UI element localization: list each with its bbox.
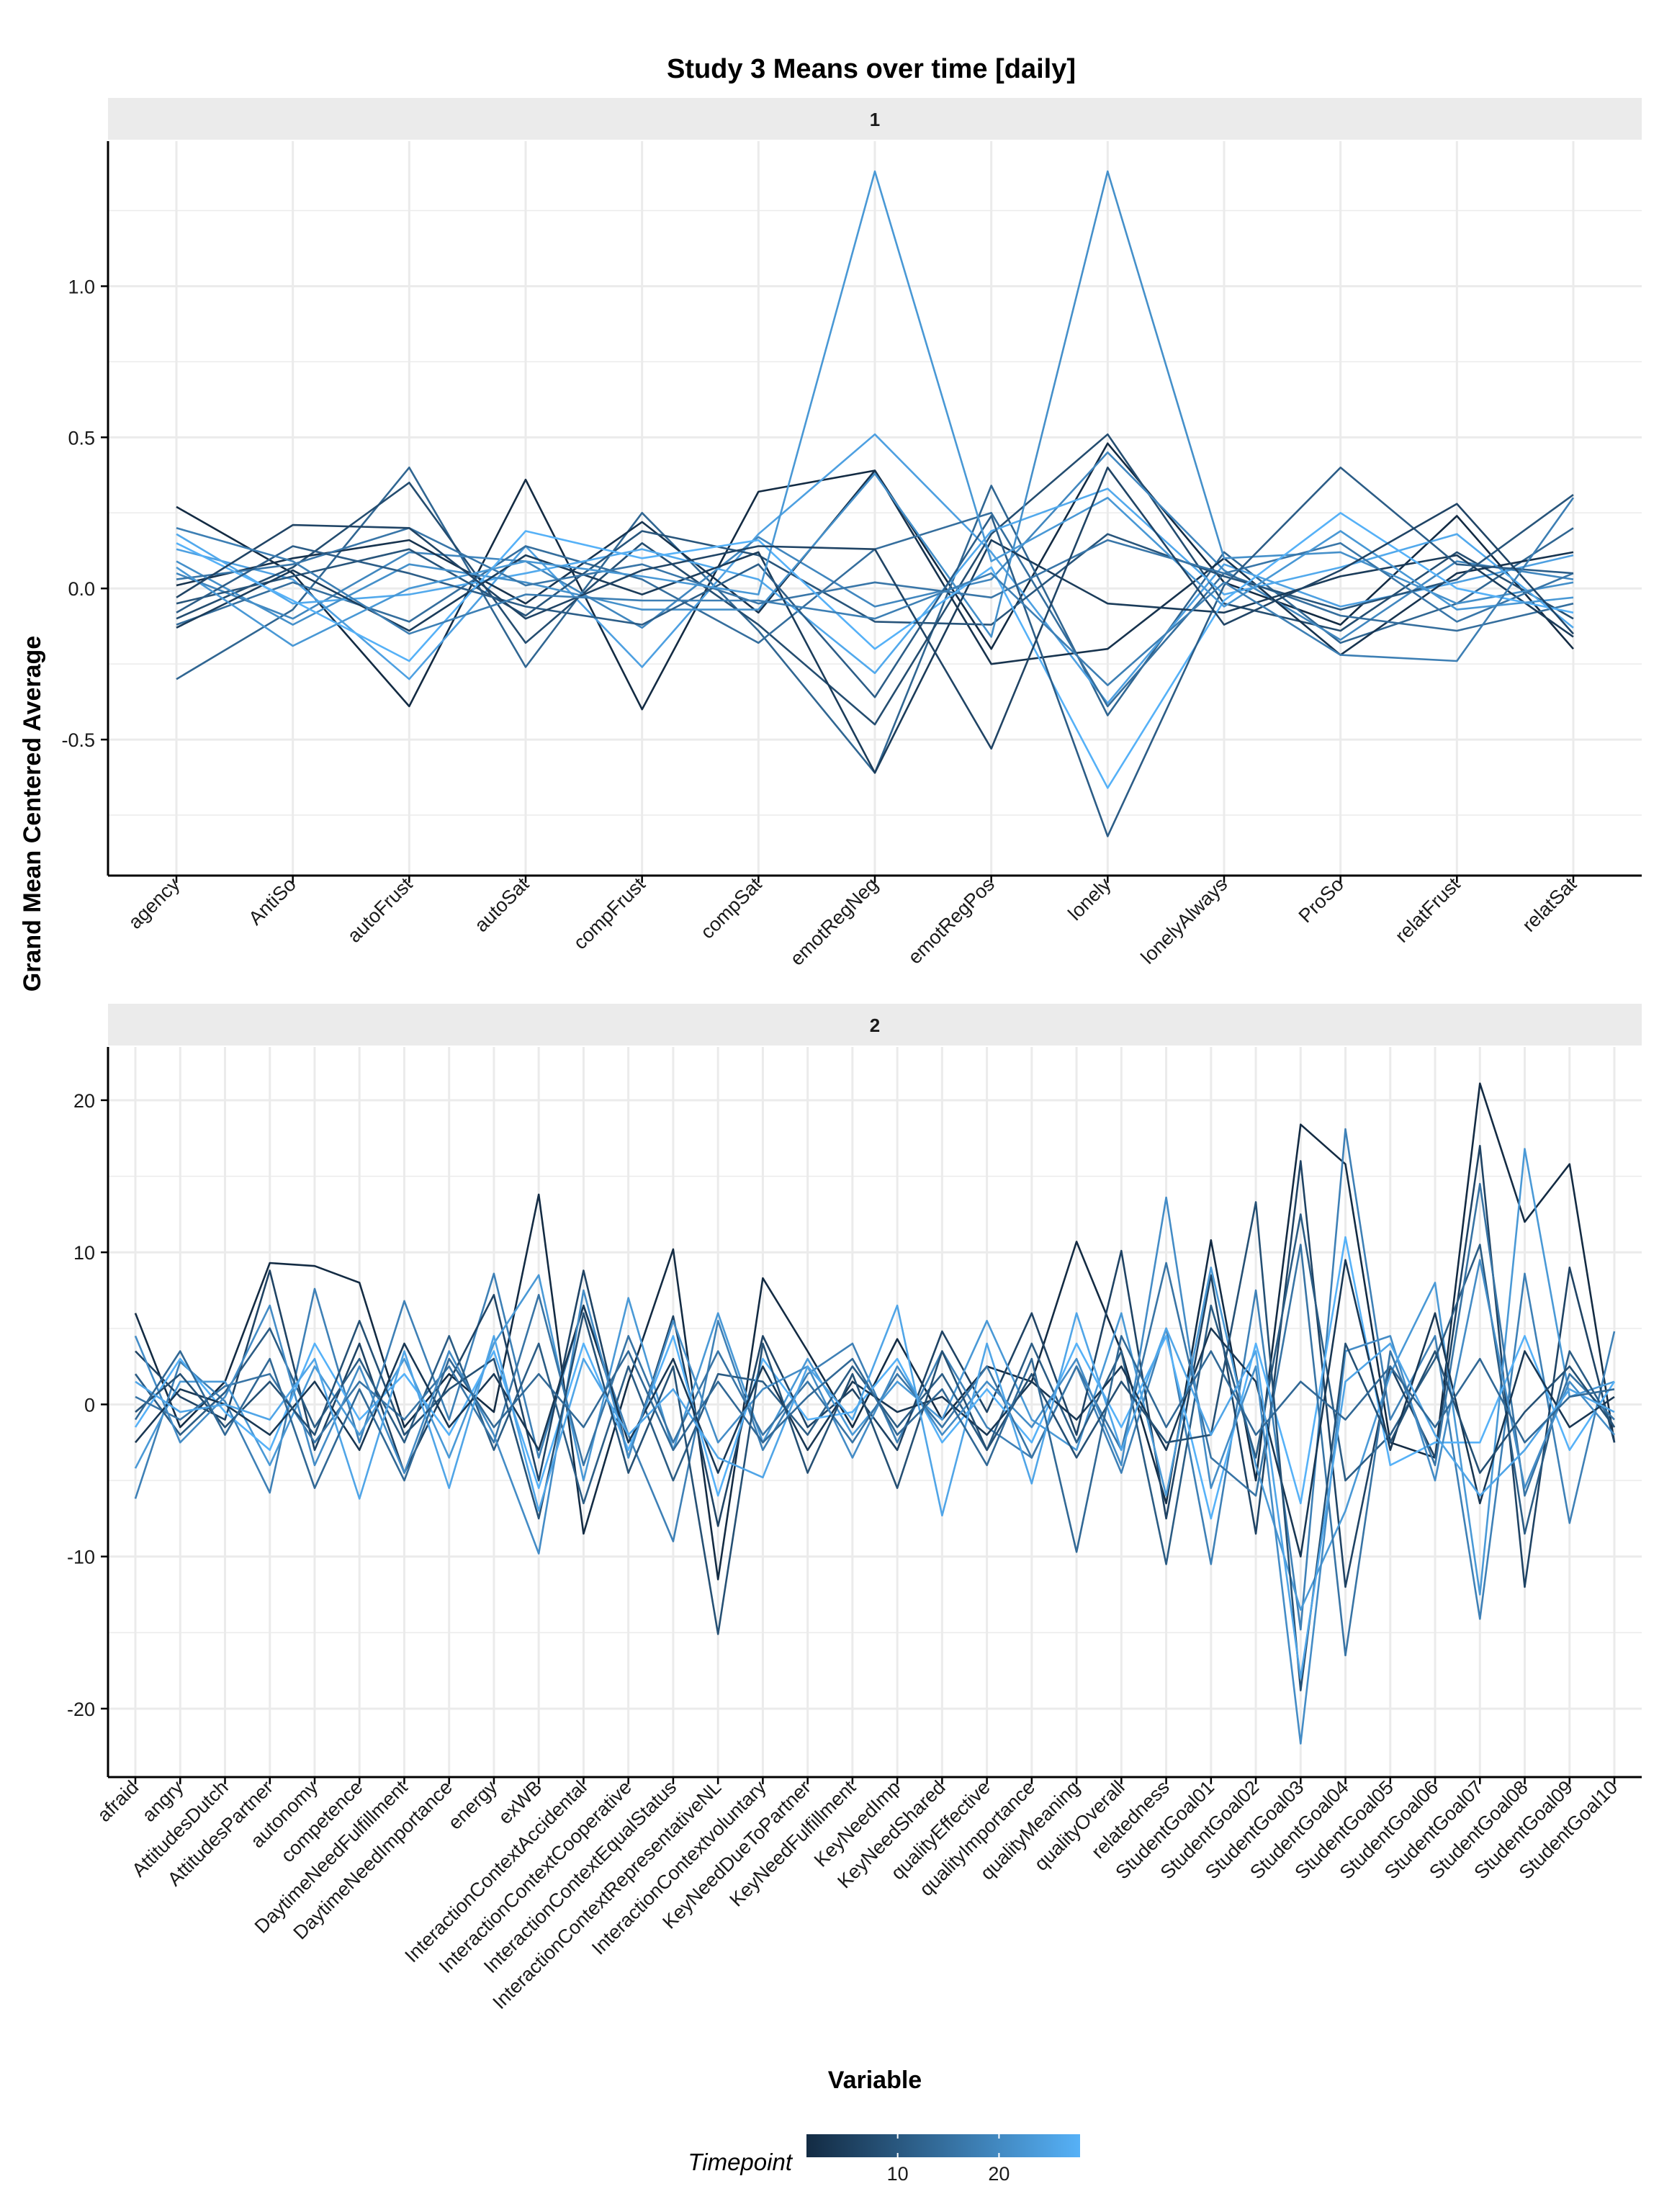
series-line: [176, 170, 1574, 647]
x-tick-label: energy: [444, 1776, 502, 1834]
series-line: [176, 539, 1574, 774]
y-tick-label: 0.0: [68, 578, 95, 600]
series-line: [134, 1128, 1616, 1631]
chart-title: Study 3 Means over time [daily]: [667, 54, 1076, 84]
series-line: [135, 1145, 1616, 1588]
series-line: [135, 1304, 1615, 1679]
series-line: [176, 466, 1574, 837]
facet-panel-1: 1 -0.5 0.0 0.5 1.0 agency AntiSo autoFrust autoS…: [61, 98, 1642, 970]
legend-tick-label: 10: [887, 2163, 909, 2185]
y-tick-label: 10: [73, 1242, 95, 1264]
facet-panel-2: 2-20-1001020afraidangryAttitudesDutchAtt…: [67, 1004, 1642, 2013]
y-tick-label: 0: [84, 1394, 95, 1416]
y-tick-label: -0.5: [61, 729, 95, 751]
x-axis-title: Variable: [828, 2067, 922, 2094]
x-tick-label: ProSo: [1295, 873, 1348, 927]
x-tick-label: AntiSo: [244, 873, 300, 929]
x-tick-label: compSat: [696, 873, 766, 943]
x-tick-label: emotRegNeg: [786, 873, 883, 970]
series-lines: [176, 170, 1575, 837]
x-tick-label: emotRegPos: [904, 873, 999, 968]
facet-strip: [108, 98, 1642, 140]
series-line: [134, 1148, 1615, 1611]
series-line: [176, 497, 1575, 686]
series-line: [176, 433, 1574, 726]
y-tick-label: -20: [67, 1699, 95, 1720]
series-line: [134, 1236, 1616, 1520]
series-line: [134, 1335, 1615, 1553]
y-tick-label: 1.0: [68, 276, 95, 297]
series-line: [176, 494, 1574, 626]
facet-strip-label: 2: [870, 1015, 880, 1036]
legend-title: Timepoint: [688, 2149, 793, 2175]
facet-panels: 1 -0.5 0.0 0.5 1.0 agency AntiSo autoFrust autoS…: [61, 98, 1642, 2013]
legend-tick-label: 20: [988, 2163, 1010, 2185]
x-tick-label: agency: [124, 873, 184, 933]
series-line: [176, 451, 1574, 641]
timepoint-legend: Timepoint 10 20: [688, 2134, 1080, 2185]
x-tick-label: lonelyAlways: [1137, 873, 1232, 968]
series-line: [176, 487, 1574, 675]
series-line: [176, 466, 1574, 750]
series-lines: [134, 1082, 1616, 1745]
y-tick-label: 0.5: [68, 427, 95, 449]
series-line: [134, 1196, 1615, 1745]
y-tick-label: -10: [67, 1547, 95, 1568]
series-line: [134, 1082, 1616, 1581]
series-line: [176, 511, 1574, 789]
facet-strip-label: 1: [870, 109, 880, 130]
y-axis-title: Grand Mean Centered Average: [19, 636, 46, 992]
x-tick-label: autoSat: [470, 873, 533, 936]
x-tick-label: compFrust: [570, 873, 650, 954]
legend-colorbar: [806, 2134, 1080, 2157]
grid: [108, 141, 1642, 876]
x-tick-label: autoFrust: [343, 873, 417, 947]
series-line: [176, 433, 1574, 705]
legend-ticks: 10 20: [887, 2134, 1010, 2185]
x-tick-label: relatSat: [1518, 873, 1581, 936]
facet-strip: [108, 1004, 1642, 1046]
series-line: [135, 1182, 1615, 1657]
series-line: [176, 170, 1574, 638]
x-tick-label: relatFrust: [1391, 873, 1465, 947]
y-tick-label: 20: [73, 1090, 95, 1112]
series-line: [134, 1213, 1616, 1565]
